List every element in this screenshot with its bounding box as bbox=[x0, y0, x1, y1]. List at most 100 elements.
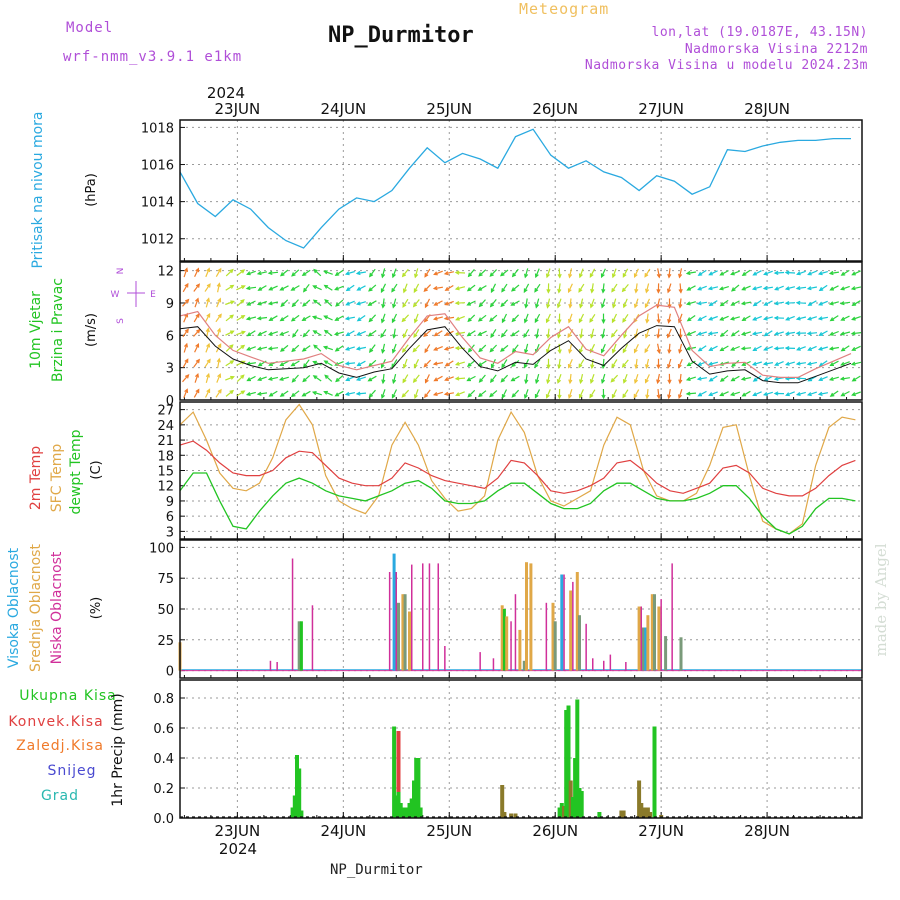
wind-arrow bbox=[357, 360, 366, 367]
bottom-day-label: 25JUN bbox=[426, 822, 472, 840]
wind-arrow bbox=[731, 345, 740, 351]
wind-arrow-head bbox=[523, 333, 528, 338]
wind-arrow bbox=[841, 390, 850, 397]
wind-arrow-head bbox=[685, 391, 691, 396]
wind-arrow bbox=[796, 286, 807, 290]
wind-arrow-head bbox=[784, 346, 790, 351]
precip-bar bbox=[418, 807, 423, 818]
precip-bar bbox=[566, 705, 571, 818]
top-day-label: 27JUN bbox=[638, 100, 684, 118]
wind-arrow-head bbox=[245, 286, 251, 291]
wind-arrow-head bbox=[656, 394, 661, 400]
wind-arrow bbox=[720, 299, 729, 306]
cloud-bar bbox=[291, 558, 294, 671]
wind-arrow bbox=[579, 373, 584, 383]
wind-arrow bbox=[646, 313, 649, 323]
wind-arrow bbox=[534, 359, 541, 368]
wind-arrow-head bbox=[291, 302, 297, 308]
wind-arrow bbox=[591, 283, 594, 293]
wind-arrow bbox=[808, 345, 817, 351]
cloud-low-label: Niska Oblacnost bbox=[49, 551, 65, 664]
wind-arrow-head bbox=[601, 379, 606, 384]
wind-arrow-head bbox=[380, 318, 385, 324]
wind-arrow bbox=[622, 389, 629, 398]
wind-arrow-head bbox=[324, 298, 329, 304]
wind-arrow bbox=[622, 359, 629, 368]
wind-arrow bbox=[679, 283, 682, 293]
wind-arrow-head bbox=[267, 270, 273, 276]
wind-arrow bbox=[324, 315, 333, 321]
wind-arrow-head bbox=[817, 271, 823, 276]
wind-arrow-head bbox=[534, 288, 539, 293]
wind-arrow bbox=[313, 299, 322, 307]
cloud-bar bbox=[572, 581, 574, 671]
wind-arrow-head bbox=[839, 301, 845, 306]
wind-arrow-head bbox=[206, 312, 211, 318]
wind-arrow-head bbox=[301, 272, 307, 277]
wind-arrow-head bbox=[696, 376, 702, 381]
wind-arrow bbox=[313, 391, 322, 396]
wind-arrow-head bbox=[510, 301, 516, 306]
precip-bar bbox=[513, 813, 518, 818]
wind-arrow bbox=[324, 374, 333, 382]
wind-arrow-head bbox=[667, 394, 672, 400]
wind-arrow bbox=[236, 299, 245, 307]
wind-arrow bbox=[568, 283, 573, 293]
wind-arrow bbox=[698, 390, 707, 397]
wind-arrow bbox=[645, 374, 650, 383]
wind-arrow bbox=[601, 343, 606, 353]
wind-arrow-head bbox=[534, 273, 539, 279]
wind-arrow-head bbox=[645, 288, 650, 294]
wind-arrow bbox=[678, 358, 683, 368]
wind-arrow bbox=[423, 329, 432, 337]
wind-arrow bbox=[808, 391, 817, 396]
wind-arrow bbox=[204, 313, 211, 323]
wind-arrow-head bbox=[634, 288, 639, 294]
wind-arrow bbox=[247, 375, 256, 382]
wind-arrow bbox=[391, 283, 398, 292]
y-tick-label: 12 bbox=[157, 265, 174, 280]
wind-arrow-head bbox=[696, 331, 702, 336]
wind-arrow bbox=[500, 299, 509, 307]
wind-arrow bbox=[444, 271, 455, 275]
wind-arrow-head bbox=[686, 362, 692, 367]
wind-arrow-head bbox=[292, 333, 297, 338]
wind-arrow bbox=[602, 358, 605, 368]
wind-arrow bbox=[434, 330, 443, 337]
wind-arrow bbox=[302, 374, 311, 382]
wind-arrow-head bbox=[633, 303, 639, 309]
wind-arrow bbox=[369, 268, 376, 277]
precip-bar bbox=[400, 807, 405, 818]
wind-arrow-head bbox=[773, 376, 779, 381]
wind-arrow-head bbox=[534, 363, 539, 369]
precip-bar bbox=[396, 731, 401, 818]
wind-arrow bbox=[569, 298, 572, 308]
wind-arrow-head bbox=[402, 303, 407, 308]
wind-arrow-head bbox=[729, 391, 735, 397]
wind-arrow-head bbox=[499, 347, 505, 352]
wind-arrow bbox=[303, 283, 310, 292]
wind-arrow-head bbox=[708, 392, 713, 397]
wind-arrow-head bbox=[557, 349, 562, 354]
wind-arrow bbox=[742, 390, 751, 397]
wind-arrow bbox=[731, 284, 740, 292]
wind-arrow bbox=[698, 315, 707, 321]
wind-arrow-head bbox=[601, 334, 606, 339]
wind-arrow bbox=[819, 376, 828, 381]
wind-arrow-head bbox=[268, 392, 274, 397]
cloud-bar bbox=[502, 609, 506, 671]
wind-arrow-head bbox=[707, 286, 713, 291]
pressure-axis-label: Pritisak na nivou mora bbox=[30, 111, 46, 268]
wind-arrow-head bbox=[644, 378, 649, 384]
wind-arrow-head bbox=[851, 316, 856, 321]
wind-arrow-head bbox=[477, 392, 483, 398]
wind-arrow bbox=[303, 359, 310, 368]
wind-arrow-head bbox=[730, 377, 736, 382]
wind-arrow-head bbox=[546, 379, 551, 385]
wind-arrow-head bbox=[301, 316, 307, 321]
panel-border bbox=[179, 679, 863, 819]
wind-arrow bbox=[269, 285, 278, 291]
precip-bar bbox=[409, 798, 414, 818]
wind-arrow-head bbox=[622, 348, 627, 354]
panel-border bbox=[179, 539, 863, 679]
